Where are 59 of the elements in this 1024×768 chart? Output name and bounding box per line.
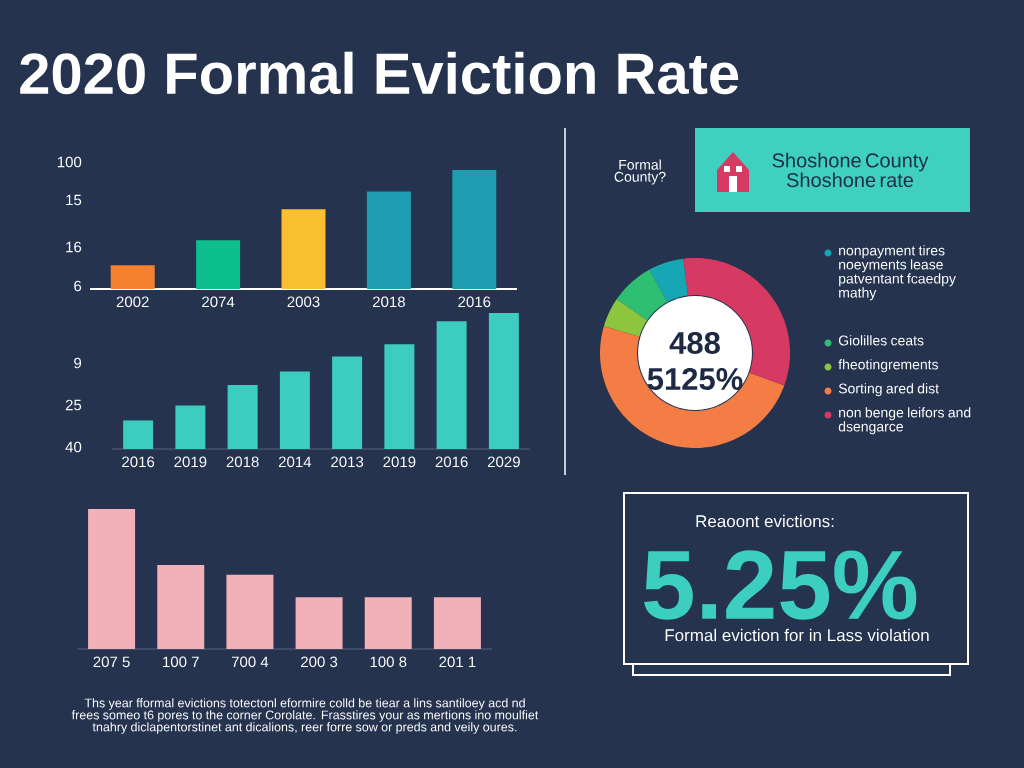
x-tick-label: 2002 (116, 296, 149, 308)
text: 16 (66, 241, 82, 253)
x-tick-label: 207 5 (93, 656, 130, 668)
x-tick-label: 200 3 (301, 656, 338, 668)
bar (227, 385, 258, 449)
text: 25 (65, 399, 82, 411)
chart-title: Formal County? (614, 159, 666, 185)
bar (157, 565, 205, 649)
bar (175, 405, 206, 449)
x-tick-label: 700 4 (231, 656, 269, 668)
x-tick-label: 2016 (122, 456, 155, 468)
x-tick-label: 2013 (331, 456, 364, 468)
x-tick-label: 2018 (226, 456, 259, 468)
x-tick-label: 2016 (435, 456, 468, 468)
text: Formal eviction for in Lass violation (665, 628, 929, 642)
x-tick-label: 2018 (372, 296, 405, 308)
x-tick-label: 2029 (487, 456, 520, 468)
bar (366, 191, 411, 289)
x-tick-label: 2003 (287, 296, 320, 308)
legend-label: nonpayment tires noeyments lease patventant fcaedpy mathy (839, 245, 956, 301)
bar (384, 344, 415, 449)
text: 9 (74, 357, 82, 369)
bar (88, 509, 136, 649)
chart-title: 2020 Formal Eviction Rate (20, 51, 739, 95)
text: 488 (669, 332, 720, 354)
x-tick-label: 2074 (202, 296, 235, 308)
x-tick-label: 2016 (458, 296, 491, 308)
text: 5125% (647, 368, 743, 390)
text: Reaoont evictions: (696, 514, 834, 528)
x-tick-label: 201 1 (439, 656, 476, 668)
bar (295, 597, 343, 649)
x-tick-label: 2014 (278, 456, 312, 468)
text: 6 (74, 280, 82, 292)
text: 40 (65, 441, 82, 453)
bar (110, 265, 155, 289)
bar (196, 240, 241, 289)
bar (226, 574, 274, 649)
bar (279, 371, 310, 449)
bar (123, 420, 154, 449)
text: 5.25% (644, 550, 917, 620)
bar (364, 597, 412, 649)
bar (332, 356, 363, 449)
text: 100 (57, 156, 82, 168)
bar (436, 321, 467, 449)
x-tick-label: 2019 (383, 456, 416, 468)
bar (281, 209, 326, 289)
bar (488, 312, 519, 449)
bar (452, 169, 497, 289)
legend-label: fheotingrements (838, 359, 939, 373)
x-tick-label: 100 7 (163, 656, 199, 668)
chart-subtitle: Shoshone County Shoshone rate (772, 152, 929, 188)
legend-label: Sorting ared dist (838, 383, 939, 397)
legend-label: Giolilles ceats (838, 335, 924, 346)
text: 15 (66, 194, 82, 206)
x-tick-label: 100 8 (370, 656, 407, 668)
x-tick-label: 2019 (174, 456, 207, 468)
bar (433, 597, 481, 649)
text: Ths year fformal evictions totectonl eformire colld be tiear a lins santiloey acd nd frees someo t6 pores to the corner Corolate. Frasstires your as mertions ino moulfiet tnahry diclapentorstinet ant dicalions, reer forre sow or preds and veily oures. (71, 698, 539, 734)
legend-label: non benge leifors and dsengarce (838, 407, 971, 435)
